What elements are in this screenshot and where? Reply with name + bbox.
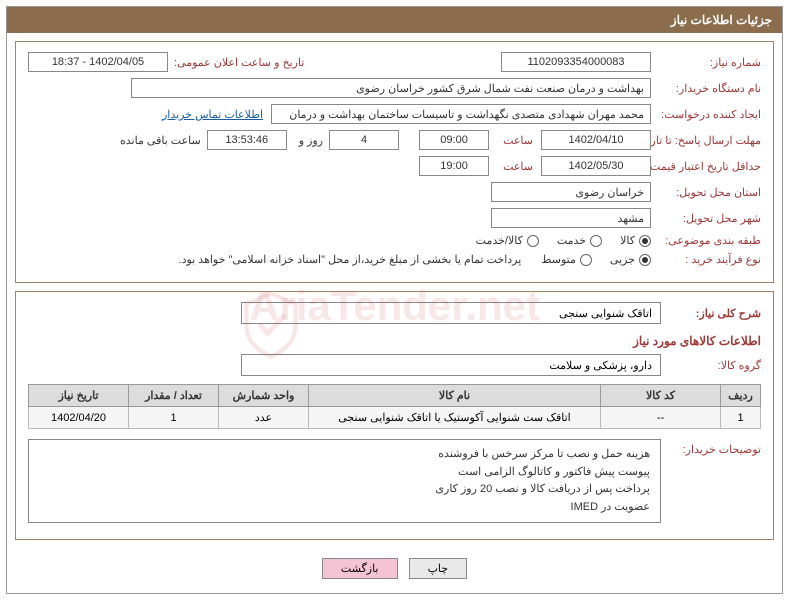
deadline-label: مهلت ارسال پاسخ: تا تاريخ: xyxy=(651,134,761,147)
details-panel: شرح کلی نياز: اتاقک شنوايی سنجی اطلاعات … xyxy=(15,291,774,540)
cell-unit: عدد xyxy=(219,407,309,429)
days-suffix: روز و xyxy=(293,134,323,147)
goods-group-label: گروه کالا: xyxy=(661,359,761,372)
cell-name: اتاقک ست شنوایی آکوستیک یا اتاقک شنوایی … xyxy=(309,407,601,429)
th-name: نام کالا xyxy=(309,385,601,407)
note-line: هزینه حمل و نصب تا مرکز سرخس با فروشنده xyxy=(39,446,650,464)
radio-medium[interactable]: متوسط xyxy=(541,253,592,266)
goods-table: رديف کد کالا نام کالا واحد شمارش تعداد /… xyxy=(28,384,761,429)
validity-time-field: 19:00 xyxy=(419,156,489,176)
radio-both-label: کالا/خدمت xyxy=(476,234,523,247)
time-label-2: ساعت xyxy=(497,160,533,173)
back-button[interactable]: بازگشت xyxy=(322,558,398,579)
radio-dot-icon xyxy=(590,235,602,247)
city-field: مشهد xyxy=(491,208,651,228)
th-qty: تعداد / مقدار xyxy=(129,385,219,407)
note-line: عضویت در IMED xyxy=(39,499,650,517)
announce-label: تاريخ و ساعت اعلان عمومی: xyxy=(168,56,304,69)
table-header-row: رديف کد کالا نام کالا واحد شمارش تعداد /… xyxy=(29,385,761,407)
th-row: رديف xyxy=(721,385,761,407)
need-no-field: 1102093354000083 xyxy=(501,52,651,72)
radio-dot-icon xyxy=(639,254,651,266)
buyer-org-field: بهداشت و درمان صنعت نفت شمال شرق کشور خر… xyxy=(131,78,651,98)
buyer-org-label: نام دستگاه خريدار: xyxy=(651,82,761,95)
validity-label: حداقل تاريخ اعتبار قيمت: تا تاريخ: xyxy=(651,160,761,173)
page-title: جزئيات اطلاعات نياز xyxy=(7,7,782,33)
remain-label: ساعت باقی مانده xyxy=(114,134,201,147)
radio-dot-icon xyxy=(527,235,539,247)
radio-both[interactable]: کالا/خدمت xyxy=(476,234,539,247)
print-button[interactable]: چاپ xyxy=(409,558,468,579)
table-row: 1 -- اتاقک ست شنوایی آکوستیک یا اتاقک شن… xyxy=(29,407,761,429)
radio-minor[interactable]: جزيی xyxy=(610,253,651,266)
province-field: خراسان رضوی xyxy=(491,182,651,202)
category-radio-group: کالا خدمت کالا/خدمت xyxy=(476,234,651,247)
process-radio-group: جزيی متوسط xyxy=(541,253,651,266)
validity-date-field: 1402/05/30 xyxy=(541,156,651,176)
radio-goods[interactable]: کالا xyxy=(620,234,651,247)
th-code: کد کالا xyxy=(601,385,721,407)
time-label-1: ساعت xyxy=(497,134,533,147)
deadline-date-field: 1402/04/10 xyxy=(541,130,651,150)
th-date: تاريخ نياز xyxy=(29,385,129,407)
cell-qty: 1 xyxy=(129,407,219,429)
radio-service[interactable]: خدمت xyxy=(557,234,602,247)
radio-goods-label: کالا xyxy=(620,234,635,247)
need-desc-field: اتاقک شنوايی سنجی xyxy=(241,302,661,324)
requester-field: محمد مهران شهدادی متصدی نگهداشت و تاسيسا… xyxy=(271,104,651,124)
category-label: طبقه بندی موضوعی: xyxy=(651,234,761,247)
button-row: چاپ بازگشت xyxy=(7,548,782,593)
goods-group-field: دارو، پزشکی و سلامت xyxy=(241,354,661,376)
cell-date: 1402/04/20 xyxy=(29,407,129,429)
radio-dot-icon xyxy=(580,254,592,266)
radio-minor-label: جزيی xyxy=(610,253,635,266)
process-label: نوع فرآيند خريد : xyxy=(651,253,761,266)
buyer-notes-label: توضيحات خريدار: xyxy=(661,439,761,456)
deadline-time-field: 09:00 xyxy=(419,130,489,150)
days-field: 4 xyxy=(329,130,399,150)
note-line: پیوست پیش فاکتور و کاتالوگ الزامی است xyxy=(39,464,650,482)
note-line: پرداخت پس از دریافت کالا و نصب 20 روز کا… xyxy=(39,481,650,499)
need-desc-label: شرح کلی نياز: xyxy=(661,307,761,320)
province-label: استان محل تحويل: xyxy=(651,186,761,199)
announce-field: 1402/04/05 - 18:37 xyxy=(28,52,168,72)
countdown-field: 13:53:46 xyxy=(207,130,287,150)
th-unit: واحد شمارش xyxy=(219,385,309,407)
radio-medium-label: متوسط xyxy=(541,253,576,266)
cell-rownum: 1 xyxy=(721,407,761,429)
radio-dot-icon xyxy=(639,235,651,247)
contact-link[interactable]: اطلاعات تماس خريدار xyxy=(162,108,263,121)
form-panel: AriaTender.net شماره نياز: 1102093354000… xyxy=(15,41,774,283)
process-note: پرداخت تمام يا بخشی از مبلغ خريد،از محل … xyxy=(179,253,522,266)
main-container: جزئيات اطلاعات نياز AriaTender.net شماره… xyxy=(6,6,783,594)
goods-section-title: اطلاعات کالاهای مورد نياز xyxy=(28,334,761,348)
requester-label: ايجاد کننده درخواست: xyxy=(651,108,761,121)
need-no-label: شماره نياز: xyxy=(651,56,761,69)
radio-service-label: خدمت xyxy=(557,234,586,247)
cell-code: -- xyxy=(601,407,721,429)
buyer-notes-box: هزینه حمل و نصب تا مرکز سرخس با فروشنده … xyxy=(28,439,661,523)
city-label: شهر محل تحويل: xyxy=(651,212,761,225)
